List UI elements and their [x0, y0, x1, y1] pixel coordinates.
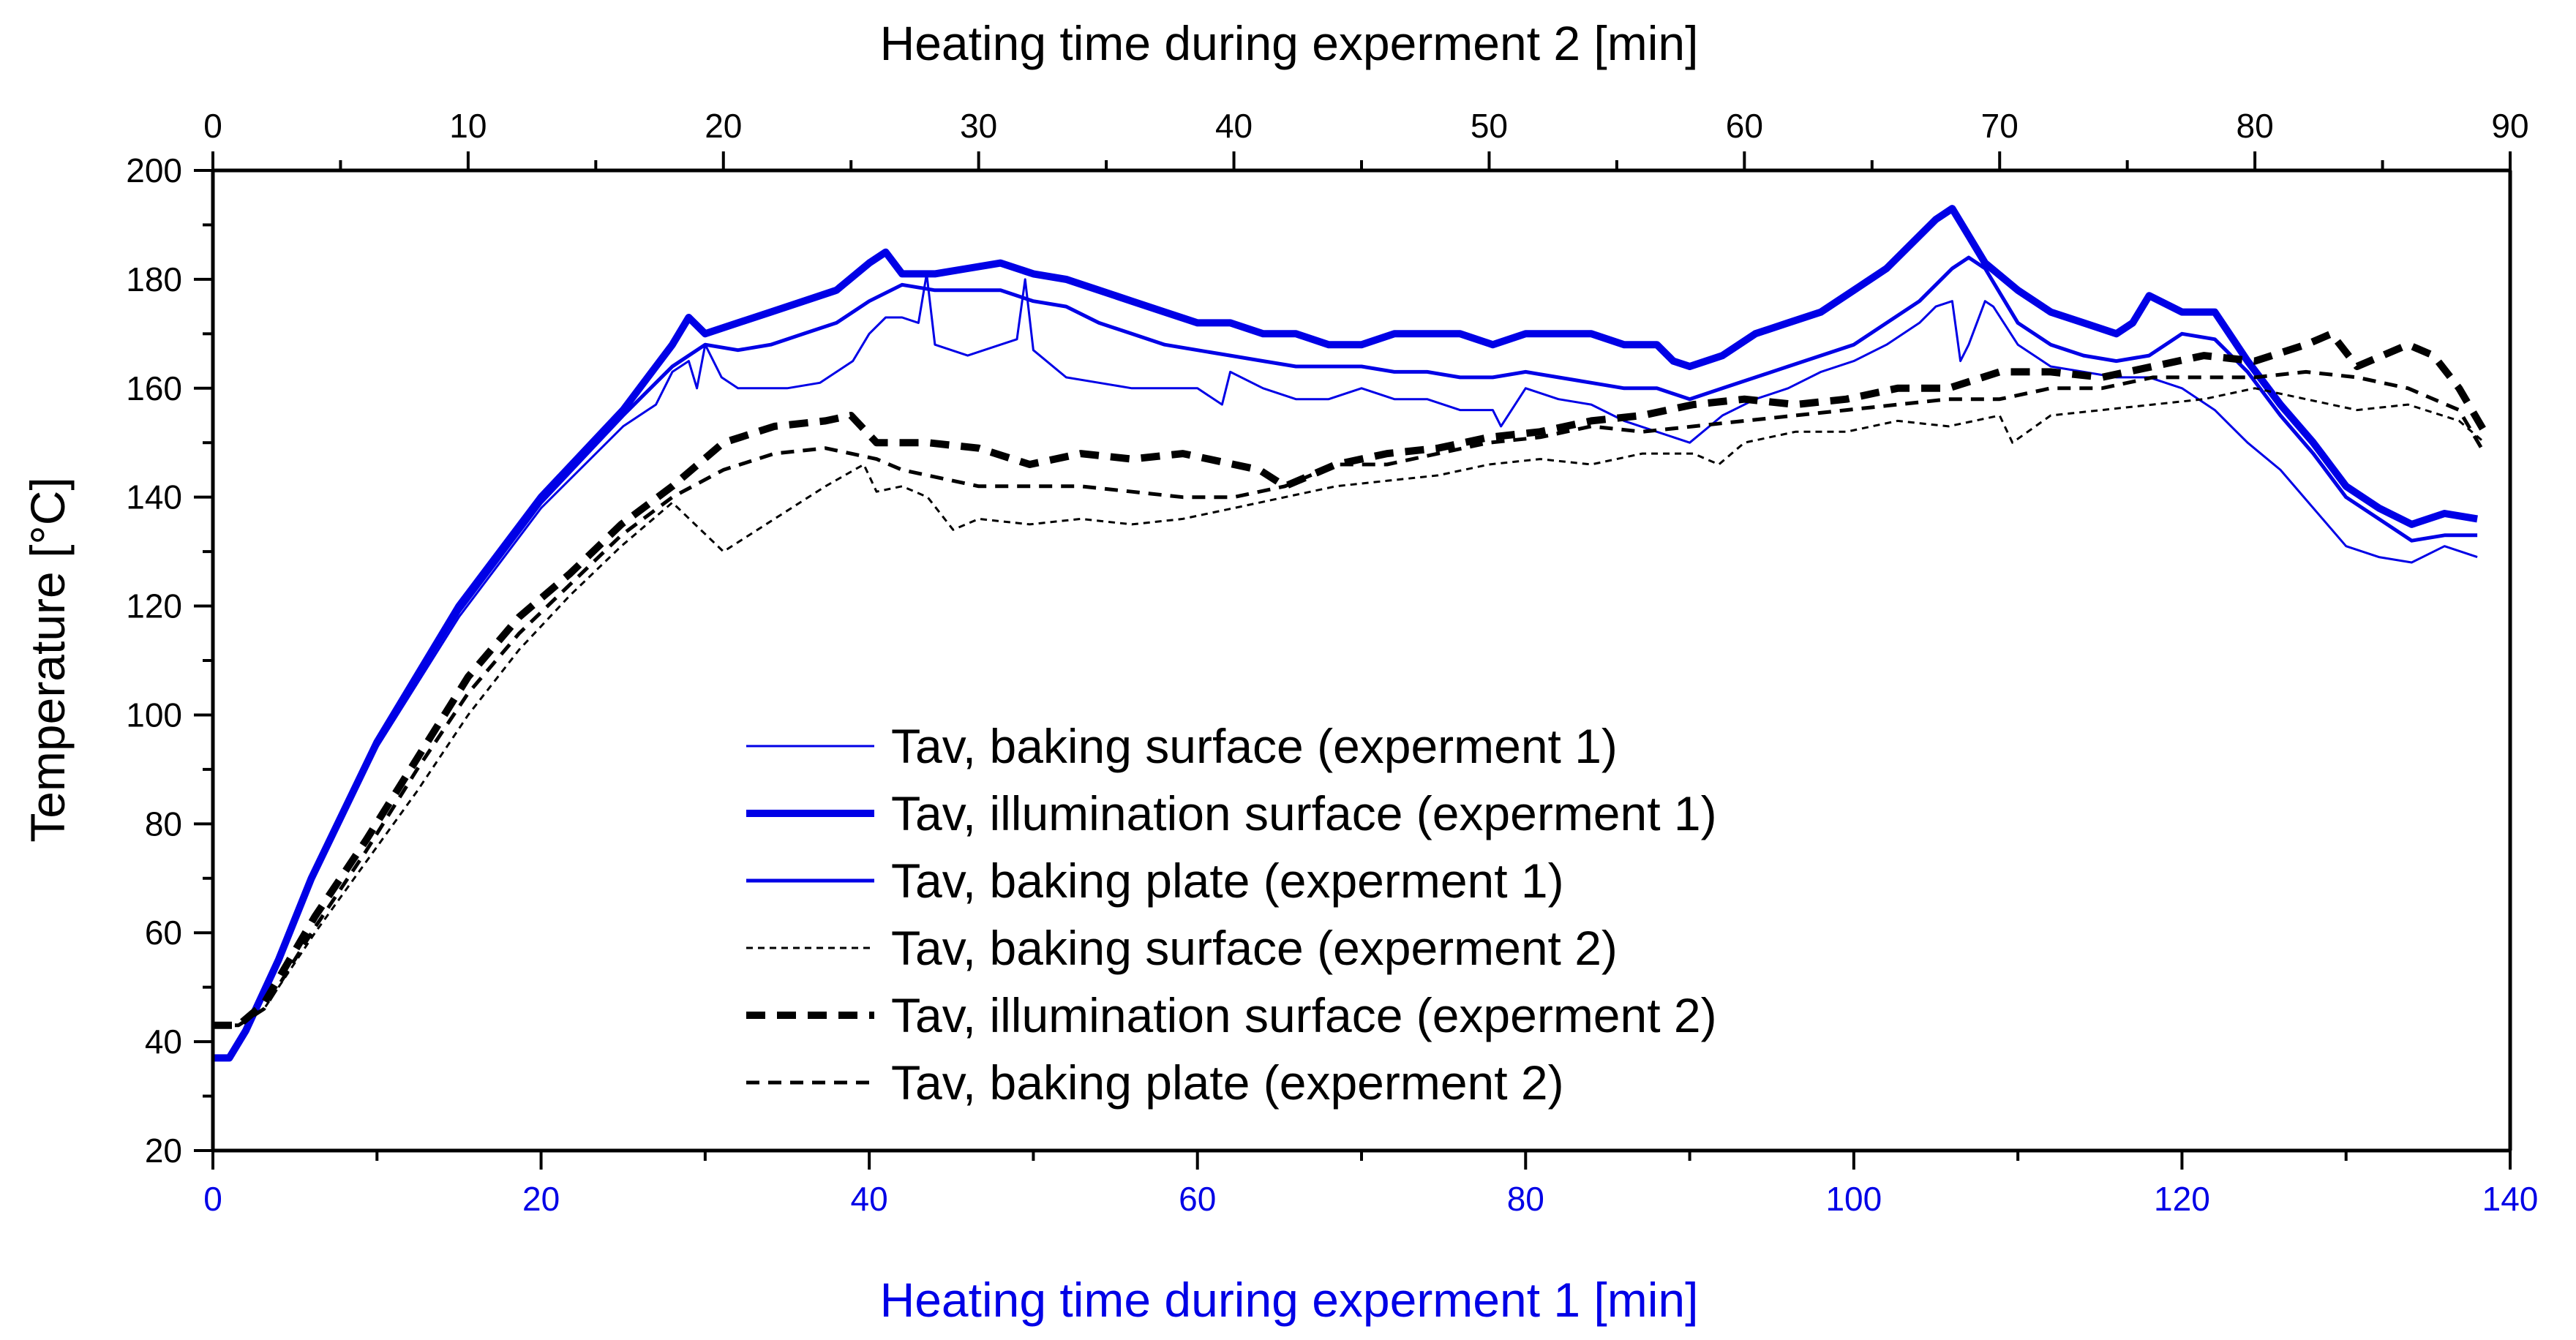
series-line-4	[213, 387, 2486, 1027]
x-bottom-tick-label: 100	[1825, 1180, 1882, 1218]
series-layer	[213, 205, 2488, 1062]
x-bottom-tick-label: 40	[851, 1180, 888, 1218]
bottom-axis-title: Heating time during experment 1 [min]	[880, 1273, 1699, 1327]
legend-label-3: Tav, baking plate (experment 1)	[891, 854, 1564, 908]
y-tick-label: 120	[126, 587, 182, 625]
x-top-tick-label: 30	[960, 107, 997, 145]
x-bottom-tick-label: 120	[2154, 1180, 2210, 1218]
legend: Tav, baking surface (experment 1) Tav, il…	[746, 719, 1717, 1110]
legend-label-6: Tav, baking plate (experment 2)	[891, 1055, 1564, 1110]
x-top-tick-label: 90	[2491, 107, 2528, 145]
x-top-tick-label: 80	[2237, 107, 2274, 145]
x-top-tick-label: 70	[1981, 107, 2019, 145]
series-line-5	[213, 330, 2488, 1029]
x-bottom-tick-label: 0	[203, 1180, 222, 1218]
x-top-tick-label: 0	[203, 107, 222, 145]
y-tick-label: 60	[145, 914, 182, 952]
legend-label-4: Tav, baking surface (experment 2)	[891, 921, 1618, 975]
y-tick-label: 180	[126, 260, 182, 298]
legend-label-5: Tav, illumination surface (experment 2)	[891, 988, 1717, 1042]
legend-label-2: Tav, illumination surface (experment 1)	[891, 786, 1717, 840]
y-tick-label: 100	[126, 696, 182, 734]
y-tick-label: 160	[126, 369, 182, 407]
x-bottom-tick-label: 80	[1507, 1180, 1544, 1218]
x-bottom-tick-label: 140	[2482, 1180, 2539, 1218]
legend-label-1: Tav, baking surface (experment 1)	[891, 719, 1618, 773]
series-line-3	[213, 255, 2478, 1060]
y-tick-label: 80	[145, 805, 182, 843]
y-tick-label: 140	[126, 478, 182, 516]
x-top-tick-label: 50	[1471, 107, 1508, 145]
y-tick-label: 20	[145, 1132, 182, 1170]
x-top-tick-label: 20	[705, 107, 742, 145]
x-top-tick-label: 40	[1215, 107, 1253, 145]
x-bottom-tick-label: 20	[522, 1180, 560, 1218]
x-bottom-tick-label: 60	[1179, 1180, 1216, 1218]
y-axis-title: Temperature [°C]	[20, 477, 75, 843]
x-top-tick-label: 10	[449, 107, 487, 145]
y-tick-label: 40	[145, 1023, 182, 1061]
series-line-2	[213, 205, 2478, 1062]
x-top-tick-label: 60	[1726, 107, 1763, 145]
y-tick-label: 200	[126, 151, 182, 189]
series-line-6	[213, 369, 2487, 1028]
top-axis-title: Heating time during experment 2 [min]	[880, 16, 1699, 70]
series-line-1	[213, 272, 2478, 1059]
